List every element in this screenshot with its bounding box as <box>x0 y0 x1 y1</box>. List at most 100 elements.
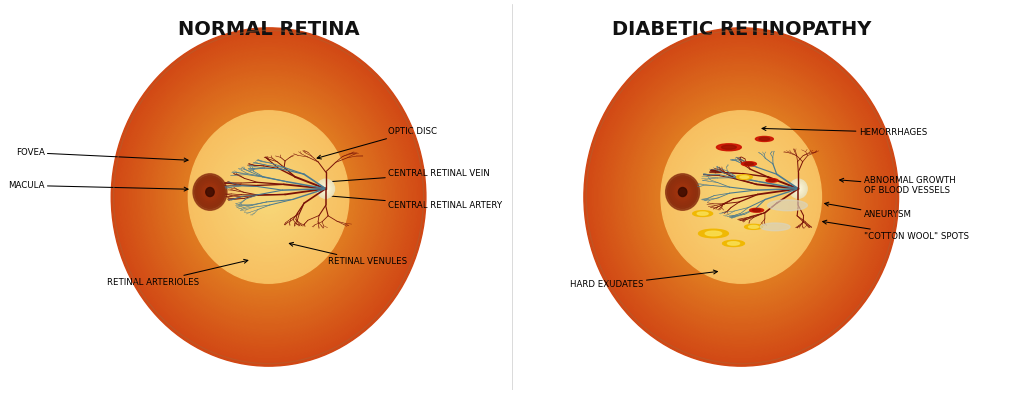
Ellipse shape <box>137 56 399 338</box>
Ellipse shape <box>179 101 357 293</box>
Ellipse shape <box>198 179 222 205</box>
Ellipse shape <box>615 62 867 332</box>
Ellipse shape <box>766 179 778 182</box>
Ellipse shape <box>253 180 285 214</box>
Ellipse shape <box>718 172 765 222</box>
Ellipse shape <box>649 98 833 296</box>
Ellipse shape <box>729 184 754 210</box>
Ellipse shape <box>174 95 362 299</box>
Ellipse shape <box>151 70 387 324</box>
Ellipse shape <box>209 132 329 262</box>
Ellipse shape <box>154 73 384 321</box>
Ellipse shape <box>721 175 761 219</box>
Ellipse shape <box>717 144 741 151</box>
Ellipse shape <box>258 186 280 208</box>
Ellipse shape <box>145 65 392 329</box>
Ellipse shape <box>673 124 809 270</box>
Text: DIABETIC RETINOPATHY: DIABETIC RETINOPATHY <box>611 20 870 39</box>
Ellipse shape <box>255 183 282 211</box>
Text: CENTRAL RETINAL ARTERY: CENTRAL RETINAL ARTERY <box>323 194 502 210</box>
Ellipse shape <box>736 175 753 179</box>
Ellipse shape <box>644 93 839 301</box>
Text: ANEURYSM: ANEURYSM <box>824 202 911 219</box>
Ellipse shape <box>686 138 797 256</box>
Ellipse shape <box>749 225 759 228</box>
Ellipse shape <box>172 93 366 301</box>
Ellipse shape <box>681 190 684 194</box>
Ellipse shape <box>198 121 339 273</box>
Ellipse shape <box>229 155 308 239</box>
Ellipse shape <box>132 50 404 344</box>
Ellipse shape <box>737 193 745 201</box>
Ellipse shape <box>135 53 402 341</box>
Ellipse shape <box>710 163 773 231</box>
Ellipse shape <box>720 175 762 219</box>
Ellipse shape <box>142 62 394 332</box>
Ellipse shape <box>697 212 709 215</box>
Ellipse shape <box>245 172 292 222</box>
Ellipse shape <box>612 59 869 335</box>
Ellipse shape <box>717 171 765 223</box>
Ellipse shape <box>124 42 413 352</box>
Ellipse shape <box>678 186 688 197</box>
Ellipse shape <box>671 179 694 205</box>
Ellipse shape <box>797 188 800 190</box>
Ellipse shape <box>741 162 757 166</box>
Ellipse shape <box>678 188 687 197</box>
Ellipse shape <box>744 163 754 165</box>
Ellipse shape <box>203 185 217 199</box>
Ellipse shape <box>159 78 379 316</box>
Ellipse shape <box>674 183 691 201</box>
Ellipse shape <box>197 119 341 275</box>
Ellipse shape <box>324 186 328 191</box>
Ellipse shape <box>211 135 327 259</box>
Ellipse shape <box>607 53 874 341</box>
Ellipse shape <box>759 138 770 141</box>
Ellipse shape <box>639 87 844 307</box>
Ellipse shape <box>706 231 722 236</box>
Ellipse shape <box>600 45 883 349</box>
Ellipse shape <box>791 180 806 197</box>
Ellipse shape <box>728 183 755 211</box>
Ellipse shape <box>679 188 686 196</box>
Ellipse shape <box>713 166 770 228</box>
Ellipse shape <box>187 110 350 284</box>
Ellipse shape <box>201 124 337 270</box>
Ellipse shape <box>706 158 777 236</box>
Ellipse shape <box>119 36 418 358</box>
Ellipse shape <box>216 141 321 253</box>
Ellipse shape <box>736 191 746 203</box>
Ellipse shape <box>795 185 802 192</box>
Ellipse shape <box>685 137 798 257</box>
Ellipse shape <box>224 149 313 245</box>
Ellipse shape <box>266 194 271 200</box>
Ellipse shape <box>681 132 802 262</box>
Ellipse shape <box>231 158 305 236</box>
Ellipse shape <box>760 223 791 231</box>
Ellipse shape <box>245 171 293 223</box>
Ellipse shape <box>731 186 752 208</box>
Ellipse shape <box>234 160 303 234</box>
Ellipse shape <box>654 104 827 290</box>
Text: RETINAL VENULES: RETINAL VENULES <box>290 242 408 266</box>
Ellipse shape <box>796 186 801 191</box>
Ellipse shape <box>691 143 791 251</box>
Ellipse shape <box>250 177 287 217</box>
Text: ABNORMAL GROWTH
OF BLOOD VESSELS: ABNORMAL GROWTH OF BLOOD VESSELS <box>840 176 955 195</box>
Ellipse shape <box>725 180 758 214</box>
Ellipse shape <box>602 48 881 346</box>
Ellipse shape <box>705 158 778 236</box>
Ellipse shape <box>738 194 743 200</box>
Ellipse shape <box>647 95 836 299</box>
Ellipse shape <box>727 242 739 245</box>
Ellipse shape <box>219 143 318 251</box>
Ellipse shape <box>671 121 812 273</box>
Ellipse shape <box>701 155 780 239</box>
Ellipse shape <box>169 90 369 304</box>
Ellipse shape <box>182 104 355 290</box>
Ellipse shape <box>673 124 809 270</box>
Ellipse shape <box>744 224 763 229</box>
Ellipse shape <box>319 182 333 196</box>
Ellipse shape <box>740 176 749 178</box>
Ellipse shape <box>166 87 371 307</box>
